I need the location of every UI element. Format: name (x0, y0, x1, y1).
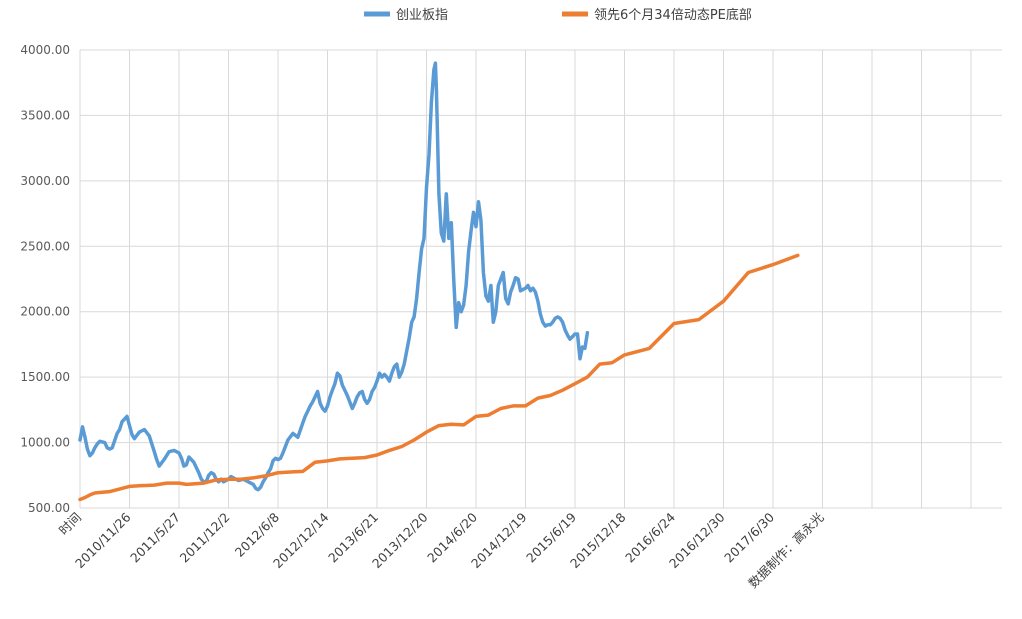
x-tick-label: 2011/5/27 (127, 510, 183, 566)
y-tick-label: 3500.00 (20, 108, 70, 122)
y-tick-label: 3000.00 (20, 174, 70, 188)
legend-label-series-2: 领先6个月34倍动态PE底部 (594, 7, 752, 23)
y-tick-label: 2500.00 (20, 239, 70, 253)
vertical-gridlines (79, 50, 972, 508)
y-tick-label: 1000.00 (20, 436, 70, 450)
y-tick-label: 500.00 (28, 501, 70, 515)
series-line-1 (78, 61, 590, 492)
series-lines (78, 61, 800, 502)
chart-legend: 创业板指 领先6个月34倍动态PE底部 (364, 7, 752, 23)
series-line-2 (78, 253, 800, 502)
y-tick-label: 4000.00 (20, 43, 70, 57)
y-axis-tick-labels: 500.00 1000.00 1500.00 2000.00 2500.00 3000.0… (20, 43, 70, 515)
x-tick-label: 2011/12/2 (177, 510, 233, 566)
y-tick-label: 2000.00 (20, 305, 70, 319)
legend-label-series-1: 创业板指 (396, 8, 448, 23)
horizontal-gridlines (80, 49, 1002, 509)
x-tick-label: 2012/6/8 (232, 509, 282, 559)
y-tick-label: 1500.00 (20, 370, 70, 384)
